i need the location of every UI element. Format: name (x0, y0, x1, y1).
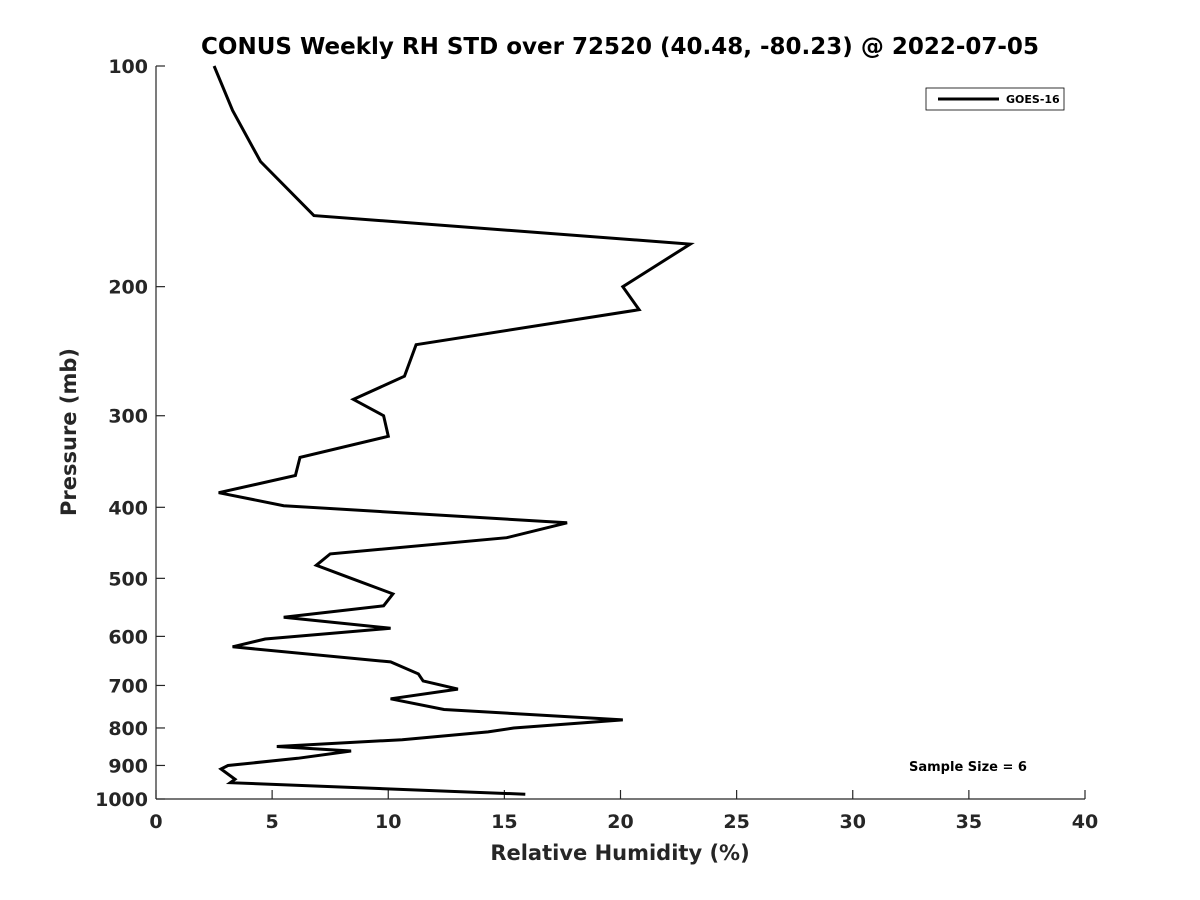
x-tick-label: 30 (840, 811, 866, 833)
series-line-goes-16 (212, 65, 695, 796)
x-ticks: 0 5 10 15 20 25 30 35 40 (149, 790, 1098, 833)
y-tick-label: 200 (108, 277, 148, 299)
x-tick-label: 5 (266, 811, 279, 833)
y-ticks: 100 200 300 400 500 600 700 800 900 1000 (95, 56, 165, 811)
y-tick-label: 900 (108, 755, 148, 777)
y-tick-label: 400 (108, 497, 148, 519)
chart-title: CONUS Weekly RH STD over 72520 (40.48, -… (201, 34, 1039, 60)
x-tick-label: 0 (149, 811, 162, 833)
y-tick-label: 500 (108, 568, 148, 590)
x-tick-label: 40 (1072, 811, 1098, 833)
y-tick-label: 800 (108, 718, 148, 740)
x-tick-label: 10 (375, 811, 401, 833)
legend: GOES-16 (925, 87, 1065, 111)
y-tick-label: 100 (108, 56, 148, 78)
x-tick-label: 25 (723, 811, 749, 833)
legend-label-goes-16: GOES-16 (1006, 93, 1060, 106)
sample-size-annotation: Sample Size = 6 (909, 760, 1027, 775)
x-axis-label: Relative Humidity (%) (490, 841, 749, 865)
y-tick-label: 1000 (95, 789, 148, 811)
x-tick-label: 20 (607, 811, 633, 833)
x-tick-label: 15 (491, 811, 517, 833)
y-tick-label: 300 (108, 406, 148, 428)
y-axis-label: Pressure (mb) (57, 348, 81, 516)
y-tick-label: 700 (108, 675, 148, 697)
y-tick-label: 600 (108, 626, 148, 648)
x-tick-label: 35 (956, 811, 982, 833)
